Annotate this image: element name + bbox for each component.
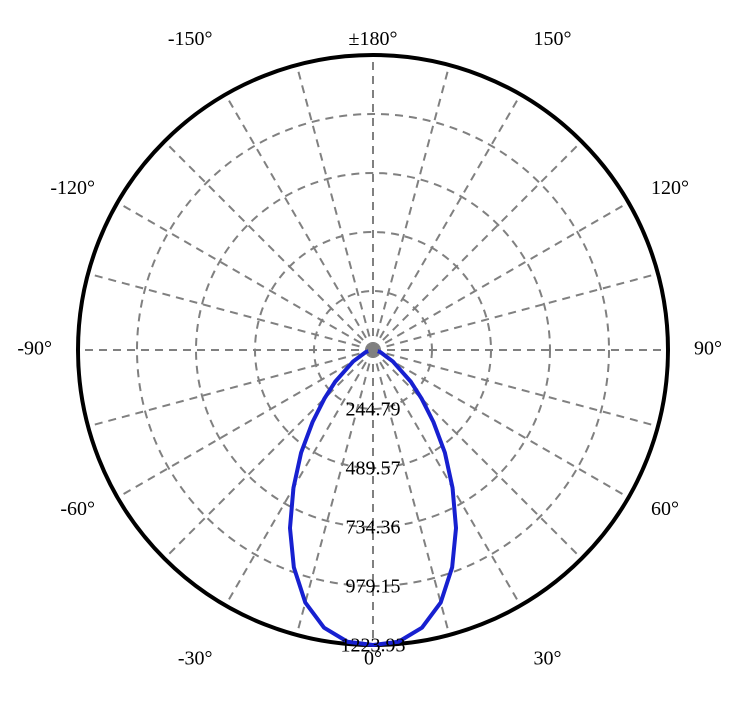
angle-label: 150° <box>534 28 572 50</box>
radial-label: 979.15 <box>346 576 401 598</box>
angle-label: 90° <box>694 338 722 360</box>
radial-label: 734.36 <box>346 517 401 539</box>
angle-label: 30° <box>534 648 562 670</box>
angle-label: -60° <box>60 498 95 520</box>
radial-label: 1223.93 <box>341 635 406 657</box>
angle-label: -120° <box>50 177 95 199</box>
angle-label: 60° <box>651 498 679 520</box>
angle-label: -150° <box>168 28 213 50</box>
radial-label: 244.79 <box>346 399 401 421</box>
polar-center-dot <box>368 345 378 355</box>
angle-label: -30° <box>178 648 213 670</box>
angle-label: -90° <box>17 338 52 360</box>
angle-label: ±180° <box>349 28 398 50</box>
angle-label: 120° <box>651 177 689 199</box>
polar-chart: ±180°150°120°90°60°30°0°-30°-60°-90°-120… <box>0 0 749 701</box>
radial-label: 489.57 <box>346 458 401 480</box>
